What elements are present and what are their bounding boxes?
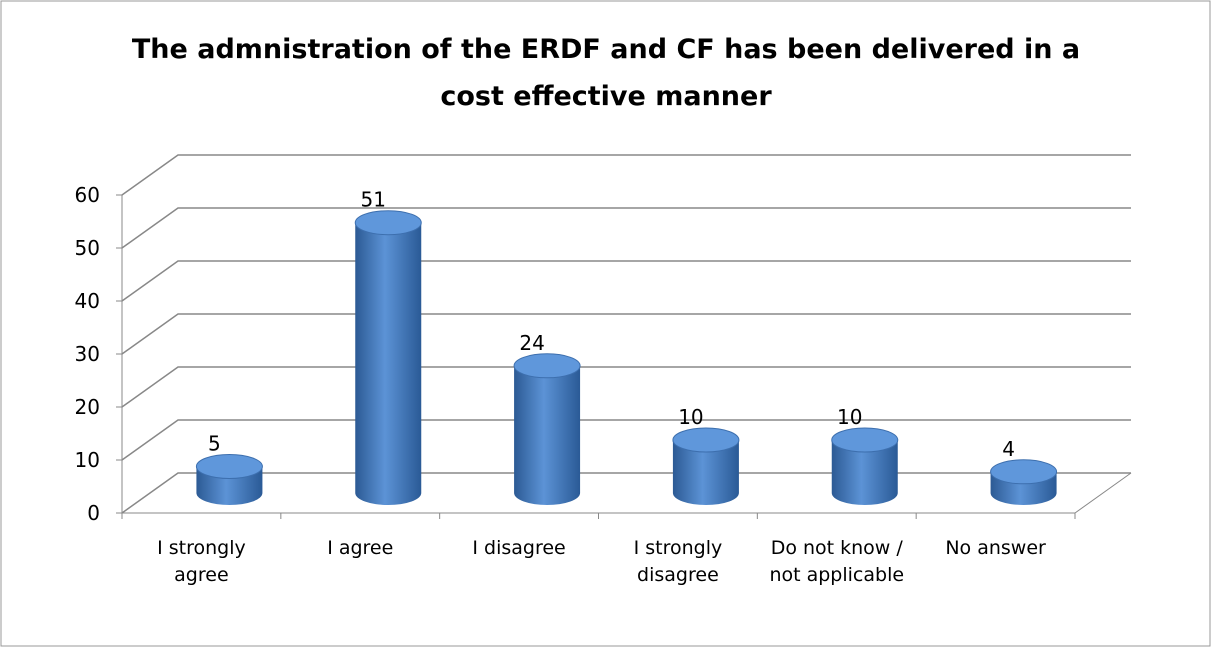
x-tick-label: I strongly disagree: [633, 537, 723, 586]
bar-top: [990, 459, 1058, 485]
bar-body: [355, 222, 422, 506]
floor-right: [1074, 472, 1132, 514]
bar: [513, 353, 581, 506]
x-tick-label: I strongly agree: [157, 537, 246, 586]
bar-top: [513, 353, 581, 379]
y-tick-label: 50: [75, 236, 100, 260]
y-tick-label: 20: [75, 395, 100, 419]
bar: [831, 427, 899, 506]
x-tick-label: I disagree: [472, 537, 566, 559]
grid-line: [121, 313, 1131, 355]
bar: [195, 454, 263, 505]
value-label: 51: [361, 188, 386, 212]
y-tick-label: 60: [75, 183, 100, 207]
bar: [672, 427, 740, 506]
grid-line: [121, 366, 1131, 408]
value-label: 24: [519, 331, 544, 355]
bar-body: [514, 365, 581, 506]
value-label: 10: [837, 405, 862, 429]
value-label: 4: [1002, 437, 1015, 461]
y-tick-label: 40: [75, 289, 100, 313]
chart-title: The admnistration of the ERDF and CF has…: [131, 34, 1081, 112]
x-tick-label: Do not know / not applicable: [769, 537, 905, 586]
x-tick-label: No answer: [945, 537, 1046, 559]
grid-line: [121, 260, 1131, 302]
y-tick-label: 30: [75, 342, 100, 366]
bar-body: [672, 440, 739, 506]
bar: [354, 210, 422, 506]
value-label: 10: [678, 405, 703, 429]
bar-top: [831, 427, 899, 453]
y-tick-label: 10: [75, 448, 100, 472]
bar-top: [195, 454, 263, 479]
bar: [990, 459, 1058, 505]
grid-line: [121, 419, 1131, 461]
grid-line: [121, 154, 1131, 196]
bar-top: [354, 210, 422, 236]
value-label: 5: [208, 432, 221, 456]
grid-line: [121, 472, 1131, 514]
bar-body: [831, 440, 898, 506]
bar-top: [672, 427, 740, 453]
grid-line: [121, 207, 1131, 249]
x-tick-label: I agree: [327, 537, 394, 559]
y-tick-label: 0: [87, 501, 100, 525]
